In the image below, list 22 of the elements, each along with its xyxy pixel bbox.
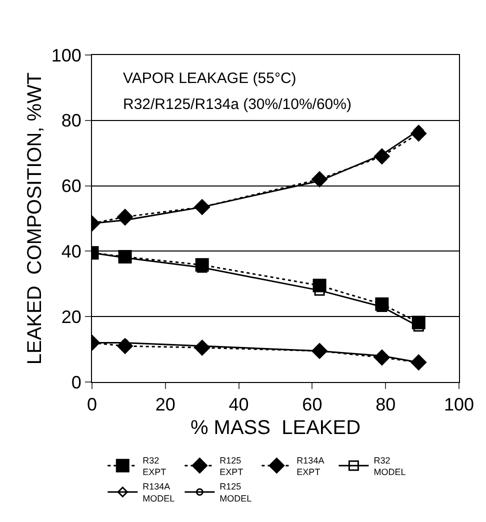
y-tick-label: 80 — [61, 110, 82, 131]
text: VAPOR LEAKAGE (55°C) — [123, 70, 296, 87]
x-tick-label: 20 — [155, 394, 176, 415]
legend-label: R32 MODEL — [374, 455, 406, 477]
x-tick-label: 80 — [376, 394, 396, 415]
legend-label: R125 MODEL — [220, 482, 252, 504]
x-tick-label: 100 — [444, 394, 474, 415]
y-tick-label: 40 — [61, 242, 82, 262]
text: R32/R125/R134a (30%/10%/60%) — [123, 96, 352, 113]
legend-label: R134A MODEL — [142, 482, 175, 504]
legend-label: R32 EXPT — [142, 455, 167, 477]
legend-label: R134A EXPT — [296, 455, 324, 477]
y-tick-label: 20 — [61, 306, 82, 327]
x-tick-label: 40 — [228, 394, 249, 415]
y-tick-label: 0 — [71, 372, 82, 392]
y-tick-label: 100 — [51, 45, 82, 66]
x-tick-label: 60 — [302, 394, 322, 415]
legend-label: R125 EXPT — [220, 455, 244, 477]
x-axis-title: % MASS LEAKED — [190, 417, 361, 440]
y-axis-title: LEAKED COMPOSITION, %WT — [24, 72, 46, 365]
x-tick-label: 0 — [86, 394, 98, 415]
y-tick-label: 60 — [61, 176, 82, 196]
